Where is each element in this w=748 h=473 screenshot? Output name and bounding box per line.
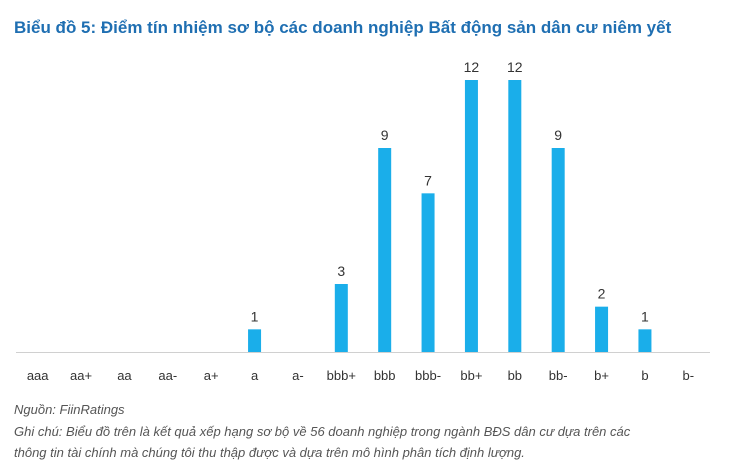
x-tick-label: bb-: [549, 368, 568, 383]
x-tick-label: bb: [508, 368, 522, 383]
x-tick-label: bbb+: [327, 368, 356, 383]
x-tick-label: a+: [204, 368, 219, 383]
x-tick-label: aaa: [27, 368, 49, 383]
x-tick-label: bbb-: [415, 368, 441, 383]
data-label: 12: [507, 59, 523, 75]
data-label: 12: [464, 59, 480, 75]
x-tick-label: bb+: [460, 368, 482, 383]
data-label: 1: [641, 308, 649, 324]
data-label: 3: [337, 263, 345, 279]
bar: [248, 329, 262, 352]
x-tick-label: a-: [292, 368, 304, 383]
x-tick-label: a: [251, 368, 259, 383]
x-tick-labels: aaa aa+ aa aa-a+ a a-bbb+ bbb bbb-bb+ bb bb-b+ b b-: [27, 368, 694, 383]
bar: [595, 306, 609, 352]
data-label: 2: [598, 286, 606, 302]
chart-title: Biểu đồ 5: Điểm tín nhiệm sơ bộ các doan…: [14, 18, 672, 37]
x-tick-label: aa+: [70, 368, 92, 383]
footnote-line-2: thông tin tài chính mà chúng tôi thu thậ…: [14, 445, 525, 460]
x-tick-label: aa-: [158, 368, 177, 383]
x-tick-label: b: [641, 368, 648, 383]
x-tick-label: b-: [683, 368, 695, 383]
bar: [378, 148, 392, 352]
x-tick-label: bbb: [374, 368, 396, 383]
bar: [464, 80, 478, 352]
source-note: Nguồn: FiinRatings: [14, 402, 125, 417]
bar: [421, 193, 435, 352]
x-tick-label: b+: [594, 368, 609, 383]
data-label: 9: [381, 127, 389, 143]
x-tick-label: aa: [117, 368, 132, 383]
bar: [551, 148, 565, 352]
footnote-line-1: Ghi chú: Biểu đồ trên là kết quả xếp hạn…: [14, 424, 631, 439]
bar: [334, 284, 348, 352]
bars-group: 1 3 9 7 12 12 9 2 1: [248, 59, 652, 352]
bar: [638, 329, 652, 352]
data-label: 7: [424, 172, 432, 188]
data-label: 9: [554, 127, 562, 143]
bar: [508, 80, 522, 352]
data-label: 1: [251, 308, 259, 324]
